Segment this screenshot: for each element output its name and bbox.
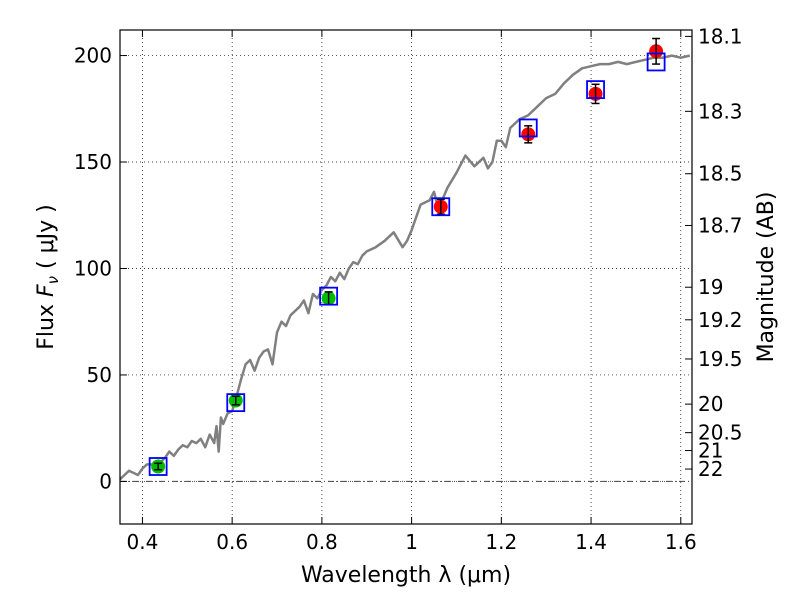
data-series bbox=[119, 37, 691, 481]
x-tick-label: 0.6 bbox=[216, 530, 248, 554]
magnitude-tick-label: 18.5 bbox=[698, 162, 743, 186]
spectrum-line bbox=[119, 54, 691, 481]
x-tick-label: 1.4 bbox=[575, 530, 607, 554]
y-tick-label: 50 bbox=[87, 363, 112, 387]
magnitude-tick-label: 19.2 bbox=[698, 308, 743, 332]
magnitude-tick-label: 19.5 bbox=[698, 347, 743, 371]
x-tick-label: 0.4 bbox=[127, 530, 159, 554]
model-photometry-box bbox=[148, 457, 168, 476]
y-axis-label-prefix: Flux bbox=[34, 297, 59, 350]
magnitude-tick-label: 18.1 bbox=[698, 24, 743, 48]
magnitude-tick-label: 20.5 bbox=[698, 421, 743, 445]
y-axis-label: Flux Fν ( μJy ) bbox=[34, 204, 62, 349]
y-tick-label: 0 bbox=[99, 469, 112, 493]
model-photometry-box bbox=[431, 197, 451, 217]
magnitude-tick-label: 18.7 bbox=[698, 213, 743, 237]
y-tick-label: 150 bbox=[74, 150, 112, 174]
y-axis-label-symbol: F bbox=[34, 284, 59, 297]
plot-frame bbox=[119, 29, 693, 525]
magnitude-tick-label: 20 bbox=[698, 392, 723, 416]
right-axis-label: Magnitude (AB) bbox=[754, 192, 779, 363]
magnitude-tick-label: 21 bbox=[698, 439, 723, 463]
grid-lines bbox=[120, 30, 692, 524]
y-axis-label-subscript: ν bbox=[44, 276, 62, 284]
y-tick-label: 200 bbox=[74, 44, 112, 68]
model-photometry-box bbox=[518, 118, 538, 138]
model-photometry-box bbox=[226, 393, 246, 413]
y-tick-label: 100 bbox=[74, 256, 112, 280]
model-photometry-box bbox=[586, 80, 605, 100]
magnitude-tick-label: 18.3 bbox=[698, 99, 743, 123]
magnitude-tick-label: 19 bbox=[698, 275, 723, 299]
x-tick-label: 1.6 bbox=[665, 530, 697, 554]
model-photometry-box bbox=[319, 286, 339, 306]
model-photometry-box bbox=[646, 52, 666, 72]
magnitude-tick-label: 22 bbox=[698, 457, 723, 481]
x-tick-label: 1.2 bbox=[485, 530, 517, 554]
y-axis-ticks: 0 50 100 150 200 bbox=[74, 44, 127, 493]
x-axis-label: Wavelength λ (μm) bbox=[301, 563, 511, 588]
x-axis-ticks: 0.4 0.6 0.8 1 1.2 1.4 1.6 bbox=[127, 30, 697, 554]
y-axis-label-suffix: ( μJy ) bbox=[34, 204, 59, 276]
x-tick-label: 0.8 bbox=[306, 530, 338, 554]
x-tick-label: 1 bbox=[405, 530, 418, 554]
